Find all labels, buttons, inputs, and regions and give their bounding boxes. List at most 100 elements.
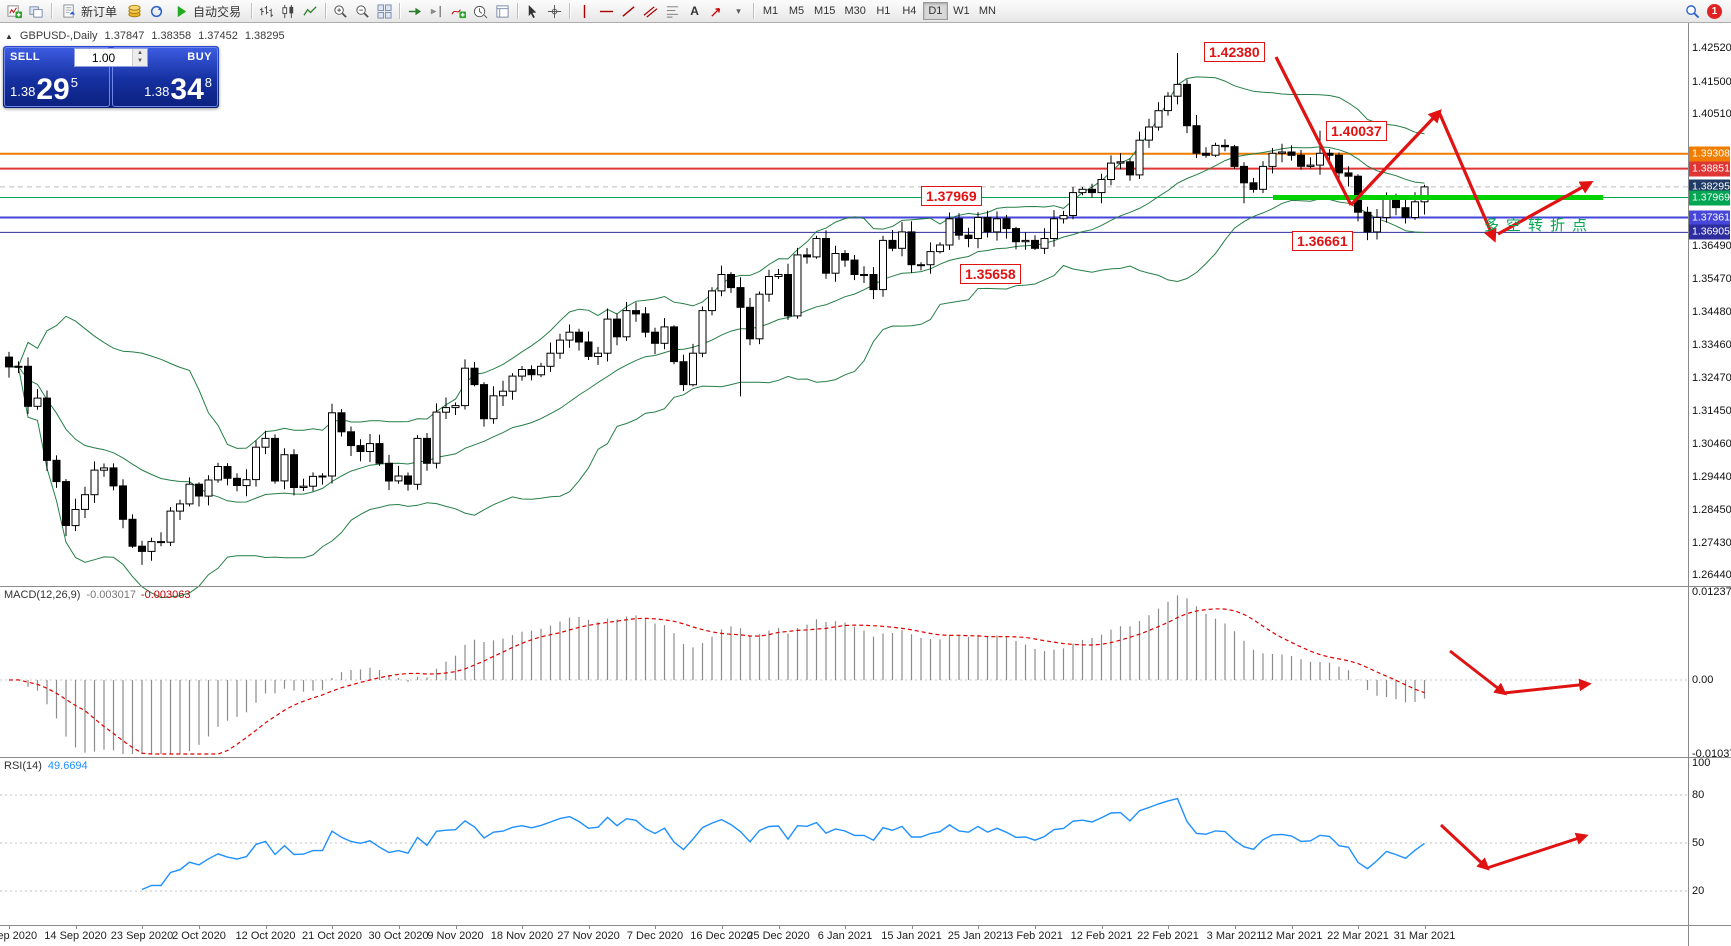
timeframe-h4-button[interactable]: H4 [897,2,922,20]
price-axis-label: 1.40510 [1692,108,1731,121]
refresh-button[interactable] [146,2,167,21]
main-chart[interactable] [0,23,1688,946]
text-button[interactable]: A [684,2,705,21]
time-axis-label: 7 Dec 2020 [626,930,684,942]
arrows-button[interactable] [706,2,727,21]
horizontal-line-button[interactable] [596,2,617,21]
price-axis-label: 1.35470 [1692,273,1731,286]
turning-point-label[interactable]: 多空转折点 [1484,217,1595,234]
price-axis-label: 1.32470 [1692,371,1731,384]
time-axis-label: 22 Feb 2021 [1137,930,1199,942]
text-icon: A [690,4,699,18]
timeframe-d1-button[interactable]: D1 [922,2,948,20]
macd-axis-label: -0.010374 [1692,747,1731,760]
new-chart-button[interactable] [4,2,25,21]
periods-icon [473,5,488,18]
autotrade-play-icon [177,5,187,17]
coins-icon [128,4,141,17]
timeframe-m1-button[interactable]: M1 [758,2,783,20]
time-axis-label: 12 Oct 2020 [235,930,296,942]
price-tag: 1.39308 [1689,146,1730,162]
timeframe-m5-button[interactable]: M5 [784,2,809,20]
timeframe-m30-button[interactable]: M30 [840,2,869,20]
time-axis-label: 27 Nov 2020 [557,930,620,942]
ohlc-low: 1.37452 [198,30,238,42]
panel-separator [0,925,1731,926]
panel-separator[interactable] [0,757,1731,758]
ohlc-open: 1.37847 [104,30,145,42]
price-annotation-box[interactable]: 1.37969 [921,186,982,206]
chart-shift-button[interactable] [426,2,447,21]
price-axis-label: 1.31450 [1692,405,1731,418]
time-axis-label: 2 Oct 2020 [172,930,226,942]
price-annotation-box[interactable]: 1.35658 [960,264,1021,284]
macd-label: MACD(12,26,9) -0.003017 -0.003063 [4,589,191,601]
fibonacci-button[interactable] [662,2,683,21]
bar-chart-button[interactable] [256,2,277,21]
auto-scroll-button[interactable] [404,2,425,21]
toolbar: 新订单 自动交易 [0,0,1731,23]
line-chart-icon [303,5,317,16]
time-axis-label: 3 Mar 2021 [1206,930,1263,942]
sell-price: 1.38 29 5 [10,73,78,106]
zoom-out-button[interactable] [352,2,373,21]
shapes-dropdown-button[interactable]: ▾ [728,2,749,21]
toolbar-separator [753,3,755,19]
channel-icon [643,5,658,18]
notification-badge[interactable]: 1 [1707,3,1722,19]
new-order-label: 新订单 [81,4,118,19]
panel-separator[interactable] [0,586,1731,587]
price-annotation-box[interactable]: 1.42380 [1204,42,1265,62]
rsi-label: RSI(14) 49.6694 [4,760,88,772]
chart-window: ▲ GBPUSD-,Daily 1.37847 1.38358 1.37452 … [0,23,1731,946]
channel-button[interactable] [640,2,661,21]
time-axis-label: 23 Sep 2020 [110,930,174,942]
volume-down-button[interactable]: ▼ [133,57,147,66]
time-axis-label: 18 Nov 2020 [490,930,554,942]
new-order-button[interactable]: 新订单 [56,2,123,21]
templates-button[interactable] [492,2,513,21]
time-axis-label: 15 Jan 2021 [881,930,942,942]
indicators-button[interactable] [448,2,469,21]
candle-chart-button[interactable] [278,2,299,21]
price-axis-label: 1.30460 [1692,437,1731,450]
time-axis-label: 25 Jan 2021 [947,930,1009,942]
toolbar-right: 1 [1685,3,1727,19]
trendline-button[interactable] [618,2,639,21]
vertical-line-button[interactable] [574,2,595,21]
symbol-title: GBPUSD-,Daily [19,30,98,42]
price-axis-label: 1.29440 [1692,471,1731,483]
tile-windows-button[interactable] [374,2,395,21]
periods-button[interactable] [470,2,491,21]
volume-input[interactable] [75,49,132,66]
collapse-panel-icon[interactable]: ▲ [5,31,13,41]
price-axis-label: 1.28450 [1692,503,1731,516]
ohlc-close: 1.38295 [244,30,285,42]
crosshair-button[interactable] [544,2,565,21]
autotrade-button[interactable]: 自动交易 [168,2,247,21]
line-chart-button[interactable] [300,2,321,21]
time-axis-label: 12 Mar 2021 [1260,930,1323,942]
volume-up-button[interactable]: ▲ [133,49,147,58]
cursor-button[interactable] [522,2,543,21]
price-axis-label: 1.33460 [1692,339,1731,352]
rsi-axis-label: 100 [1692,757,1711,769]
zoom-in-button[interactable] [330,2,351,21]
price-axis[interactable]: 1.42520 1.41500 1.40510 1.36490 1.35470 1.344… [1688,23,1731,946]
timeframe-mn-button[interactable]: MN [975,2,1000,20]
new-chart-icon [7,4,22,18]
volume-spinner: ▲ ▼ [132,49,147,66]
timeframe-m15-button[interactable]: M15 [810,2,839,20]
crosshair-icon [547,4,562,18]
price-annotation-box[interactable]: 1.36661 [1292,231,1353,251]
search-icon[interactable] [1685,4,1700,19]
candle-chart-icon [282,4,294,18]
timeframe-w1-button[interactable]: W1 [949,2,974,20]
timeframe-h1-button[interactable]: H1 [871,2,896,20]
price-annotation-box[interactable]: 1.40037 [1326,121,1387,141]
deposit-button[interactable] [124,2,145,21]
price-axis-label: 1.26440 [1692,569,1731,582]
cursor-icon [528,4,537,18]
profiles-button[interactable] [26,2,47,21]
